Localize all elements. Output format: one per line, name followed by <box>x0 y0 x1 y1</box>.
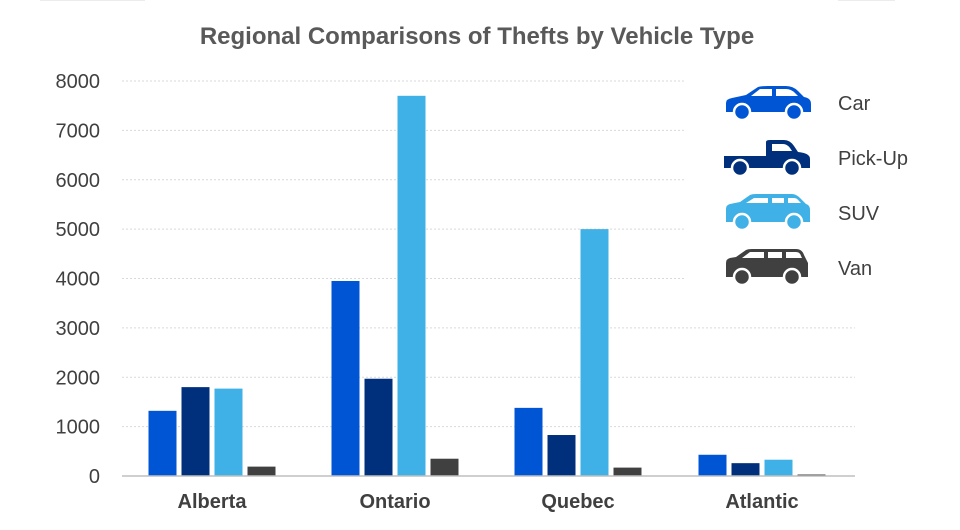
bar-ontario-van <box>430 458 459 476</box>
y-tick-label: 2000 <box>56 367 101 389</box>
legend-item-car: Car <box>726 86 871 122</box>
bar-quebec-car <box>514 407 543 476</box>
bar-atlantic-suv <box>764 459 793 476</box>
bar-ontario-suv <box>397 95 426 476</box>
legend-item-suv: SUV <box>726 194 880 232</box>
x-tick-label-quebec: Quebec <box>541 491 614 513</box>
bar-alberta-van <box>247 466 276 476</box>
legend-label-van: Van <box>838 258 872 280</box>
x-tick-label-alberta: Alberta <box>178 491 248 513</box>
bar-quebec-van <box>613 467 642 476</box>
y-axis-ticks: 0 1000 2000 3000 4000 5000 6000 7000 8000 <box>56 71 101 488</box>
car-icon <box>726 86 811 122</box>
bar-atlantic-pickup <box>731 463 760 476</box>
y-tick-label: 0 <box>89 466 100 488</box>
pickup-icon <box>724 140 810 178</box>
legend-label-pickup: Pick-Up <box>838 148 908 170</box>
y-tick-label: 3000 <box>56 318 101 340</box>
y-tick-label: 6000 <box>56 170 101 192</box>
bar-alberta-pickup <box>181 387 210 476</box>
chart-title: Regional Comparisons of Thefts by Vehicl… <box>200 23 754 50</box>
bar-ontario-pickup <box>364 378 393 476</box>
bar-alberta-car <box>148 410 177 476</box>
x-tick-label-ontario: Ontario <box>359 491 430 513</box>
bars <box>148 95 826 476</box>
y-tick-label: 4000 <box>56 269 101 291</box>
legend-label-car: Car <box>838 93 871 115</box>
legend: Car Pick-Up SUV <box>724 86 908 287</box>
bar-quebec-suv <box>580 229 609 476</box>
legend-label-suv: SUV <box>838 203 880 225</box>
legend-item-van: Van <box>726 249 872 287</box>
bar-alberta-suv <box>214 388 243 476</box>
y-tick-label: 8000 <box>56 71 101 93</box>
bar-atlantic-car <box>698 454 727 476</box>
suv-icon <box>726 194 810 232</box>
y-tick-label: 5000 <box>56 219 101 241</box>
bar-quebec-pickup <box>547 435 576 476</box>
y-tick-label: 7000 <box>56 120 101 142</box>
van-icon <box>726 249 808 287</box>
bar-ontario-car <box>331 280 360 476</box>
y-tick-label: 1000 <box>56 417 101 439</box>
x-axis-categories: Alberta Ontario Quebec Atlantic <box>178 491 799 513</box>
legend-item-pickup: Pick-Up <box>724 140 908 178</box>
x-tick-label-atlantic: Atlantic <box>725 491 798 513</box>
